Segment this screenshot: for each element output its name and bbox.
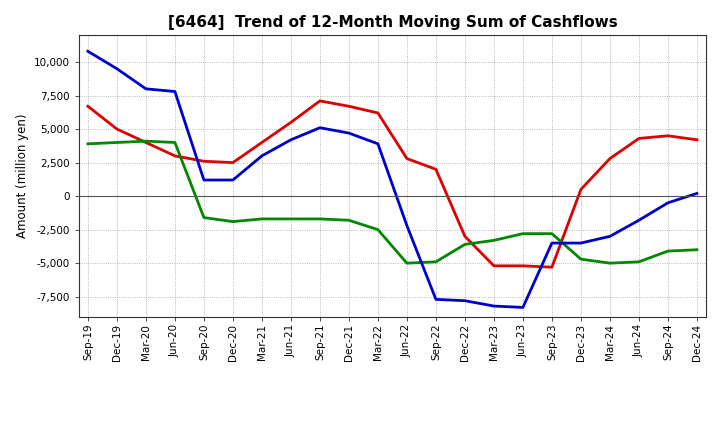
Operating Cashflow bbox=[577, 187, 585, 192]
Free Cashflow bbox=[402, 223, 411, 228]
Investing Cashflow bbox=[142, 139, 150, 144]
Free Cashflow bbox=[461, 298, 469, 303]
Investing Cashflow bbox=[315, 216, 324, 222]
Free Cashflow bbox=[374, 141, 382, 147]
Investing Cashflow bbox=[199, 215, 208, 220]
Free Cashflow bbox=[228, 177, 237, 183]
Free Cashflow bbox=[112, 66, 121, 71]
Investing Cashflow bbox=[548, 231, 557, 236]
Free Cashflow bbox=[315, 125, 324, 130]
Investing Cashflow bbox=[84, 141, 92, 147]
Operating Cashflow bbox=[664, 133, 672, 139]
Investing Cashflow bbox=[228, 219, 237, 224]
Free Cashflow bbox=[258, 153, 266, 158]
Operating Cashflow bbox=[606, 156, 614, 161]
Operating Cashflow bbox=[112, 126, 121, 132]
Investing Cashflow bbox=[634, 259, 643, 264]
Investing Cashflow bbox=[345, 218, 354, 223]
Operating Cashflow bbox=[345, 104, 354, 109]
Operating Cashflow bbox=[490, 263, 498, 268]
Free Cashflow bbox=[518, 305, 527, 310]
Investing Cashflow bbox=[490, 238, 498, 243]
Operating Cashflow bbox=[315, 98, 324, 103]
Free Cashflow bbox=[664, 200, 672, 205]
Investing Cashflow bbox=[606, 260, 614, 266]
Operating Cashflow bbox=[374, 110, 382, 116]
Investing Cashflow bbox=[518, 231, 527, 236]
Line: Free Cashflow: Free Cashflow bbox=[88, 51, 697, 308]
Free Cashflow bbox=[287, 137, 295, 143]
Investing Cashflow bbox=[171, 140, 179, 145]
Operating Cashflow bbox=[228, 160, 237, 165]
Operating Cashflow bbox=[199, 158, 208, 164]
Free Cashflow bbox=[490, 304, 498, 309]
Y-axis label: Amount (million yen): Amount (million yen) bbox=[16, 114, 29, 238]
Operating Cashflow bbox=[258, 140, 266, 145]
Operating Cashflow bbox=[548, 264, 557, 270]
Operating Cashflow bbox=[84, 104, 92, 109]
Investing Cashflow bbox=[287, 216, 295, 222]
Free Cashflow bbox=[199, 177, 208, 183]
Investing Cashflow bbox=[402, 260, 411, 266]
Investing Cashflow bbox=[258, 216, 266, 222]
Operating Cashflow bbox=[518, 263, 527, 268]
Operating Cashflow bbox=[142, 140, 150, 145]
Free Cashflow bbox=[431, 297, 440, 302]
Operating Cashflow bbox=[171, 153, 179, 158]
Investing Cashflow bbox=[461, 242, 469, 247]
Free Cashflow bbox=[84, 49, 92, 54]
Operating Cashflow bbox=[461, 234, 469, 239]
Operating Cashflow bbox=[431, 167, 440, 172]
Operating Cashflow bbox=[287, 120, 295, 125]
Line: Investing Cashflow: Investing Cashflow bbox=[88, 141, 697, 263]
Free Cashflow bbox=[693, 191, 701, 196]
Free Cashflow bbox=[548, 240, 557, 246]
Free Cashflow bbox=[634, 218, 643, 223]
Investing Cashflow bbox=[374, 227, 382, 232]
Line: Operating Cashflow: Operating Cashflow bbox=[88, 101, 697, 267]
Free Cashflow bbox=[606, 234, 614, 239]
Operating Cashflow bbox=[693, 137, 701, 143]
Operating Cashflow bbox=[402, 156, 411, 161]
Investing Cashflow bbox=[693, 247, 701, 253]
Operating Cashflow bbox=[634, 136, 643, 141]
Free Cashflow bbox=[577, 240, 585, 246]
Free Cashflow bbox=[142, 86, 150, 92]
Investing Cashflow bbox=[431, 259, 440, 264]
Free Cashflow bbox=[171, 89, 179, 94]
Investing Cashflow bbox=[664, 249, 672, 254]
Free Cashflow bbox=[345, 130, 354, 136]
Title: [6464]  Trend of 12-Month Moving Sum of Cashflows: [6464] Trend of 12-Month Moving Sum of C… bbox=[168, 15, 617, 30]
Investing Cashflow bbox=[112, 140, 121, 145]
Investing Cashflow bbox=[577, 257, 585, 262]
